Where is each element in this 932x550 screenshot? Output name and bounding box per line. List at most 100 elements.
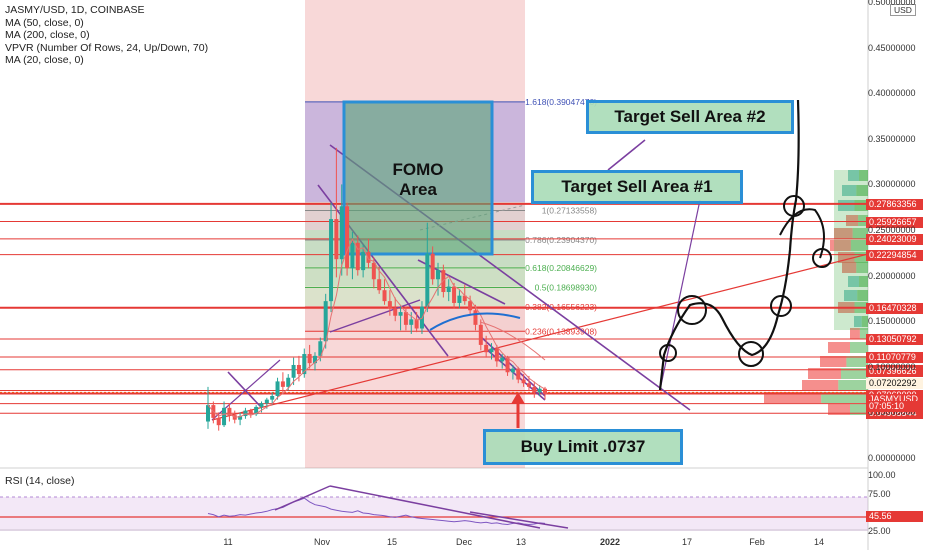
price-level-label: 0.11070779: [866, 352, 923, 364]
rsi-value-label: 45.56: [866, 511, 923, 522]
price-tick-label: 0.00000000: [868, 453, 916, 463]
candle-body: [484, 344, 489, 353]
candle-body: [275, 381, 280, 396]
rsi-tick-label: 75.00: [868, 489, 891, 499]
price-level-label: 0.25926657: [866, 216, 923, 228]
volume-profile-bar: [850, 240, 868, 251]
candle-body: [403, 312, 408, 325]
volume-profile-bar: [828, 404, 850, 415]
price-tick-label: 0.05000000: [868, 407, 916, 418]
volume-profile-bar: [846, 215, 859, 226]
currency-badge[interactable]: USD: [890, 4, 916, 16]
volume-profile-bar: [856, 185, 868, 196]
legend-ma-50[interactable]: MA (50, close, 0): [5, 16, 84, 29]
pointer-target2: [607, 139, 646, 171]
pivot-circle: [659, 344, 677, 362]
pivot-circle: [677, 295, 707, 325]
candle-body: [494, 348, 499, 362]
pointer-target1: [659, 199, 701, 391]
rsi-line: [207, 497, 546, 526]
candle-body: [430, 253, 435, 280]
volume-profile-bar: [838, 200, 855, 211]
date-tick-label: 2022: [599, 537, 621, 547]
candle-body: [355, 242, 360, 271]
fomo-line-2: Area: [399, 180, 437, 199]
volume-profile-bar: [834, 228, 853, 239]
price-tick-label: 0.25000000: [868, 225, 916, 235]
candle-body: [227, 407, 232, 416]
volume-profile-bar: [850, 404, 868, 415]
candle-body: [409, 319, 414, 325]
price-level-label: 0.22294854: [866, 249, 923, 261]
price-tick-label: 0.20000000: [868, 270, 916, 281]
date-tick-label: 13: [515, 537, 527, 547]
ma-20-line: [207, 237, 546, 418]
date-tick-label: 15: [386, 537, 398, 547]
volume-profile-bar: [861, 316, 868, 327]
volume-profile-bar: [852, 228, 868, 239]
candle-body: [280, 381, 285, 387]
candle-body: [446, 286, 451, 293]
fib-label: 0.5(0.18698930): [535, 282, 598, 292]
candle-body: [323, 301, 328, 342]
date-tick-label: Feb: [749, 537, 765, 547]
volume-profile-bar: [802, 380, 839, 391]
candle-body: [452, 286, 457, 303]
countdown-label: 07:05:10: [866, 401, 923, 412]
date-tick-label: 11: [223, 537, 233, 547]
volume-profile-bar: [846, 356, 868, 367]
date-tick-label: 17: [681, 537, 693, 547]
ma-50-line: [429, 312, 521, 331]
volume-profile-bar: [821, 392, 868, 403]
candle-body: [489, 348, 494, 353]
fib-label: 0.786(0.23904370): [525, 235, 597, 245]
candle-body: [393, 308, 398, 316]
buy-limit-callout: Buy Limit .0737: [483, 429, 683, 465]
rsi-legend[interactable]: RSI (14, close): [5, 475, 75, 487]
candle-body: [296, 364, 301, 375]
ma-200-line: [479, 321, 546, 361]
rsi-tick-label: 25.00: [868, 526, 891, 536]
price-level-label: 0.16470328: [866, 302, 923, 314]
candle-body: [254, 406, 259, 415]
legend-vpvr[interactable]: VPVR (Number Of Rows, 24, Up/Down, 70): [5, 41, 209, 54]
candle-body: [312, 355, 317, 364]
legend-symbol[interactable]: JASMY/USD, 1D, COINBASE: [5, 4, 145, 16]
rsi-divergence: [329, 485, 541, 529]
volume-profile-bar: [854, 200, 868, 211]
support-trendline: [211, 253, 869, 421]
rsi-trend-up: [274, 485, 331, 511]
candle-body: [468, 301, 473, 311]
candle-body: [243, 410, 248, 417]
legend-ma-20[interactable]: MA (20, close, 0): [5, 54, 84, 67]
candle-body: [264, 399, 269, 404]
candle-body: [377, 279, 382, 291]
volume-profile-bar: [848, 276, 859, 287]
candle-body: [382, 290, 387, 302]
volume-profile-upper: [834, 170, 868, 330]
volume-profile-bar: [854, 316, 862, 327]
volume-profile-bar: [850, 342, 868, 353]
price-tick-label: 0.15000000: [868, 316, 916, 327]
candle-body: [425, 253, 430, 307]
fib-label: 1.618(0.39047470): [525, 97, 597, 107]
candle-body: [307, 354, 312, 364]
candle-body: [259, 403, 264, 407]
price-level-label: 0.07202292: [866, 378, 923, 389]
price-tick-label: 0.10000000: [868, 361, 916, 372]
downtrend-small: [227, 371, 261, 407]
volume-profile-bar: [856, 262, 868, 273]
candle-body: [478, 324, 483, 345]
candle-body: [457, 295, 462, 303]
fib-label: 1(0.27133558): [542, 206, 597, 216]
legend-ma-200[interactable]: MA (200, close, 0): [5, 29, 90, 42]
rsi-band: [0, 497, 868, 531]
candle-body: [238, 416, 243, 420]
symbol-tag: JASMYUSD: [866, 394, 923, 405]
candle-body: [398, 312, 403, 316]
wedge-line: [329, 299, 421, 333]
rsi-divergence-2: [469, 511, 569, 529]
volume-profile-bar: [841, 368, 868, 379]
fomo-area-label: FOMO Area: [345, 160, 491, 200]
